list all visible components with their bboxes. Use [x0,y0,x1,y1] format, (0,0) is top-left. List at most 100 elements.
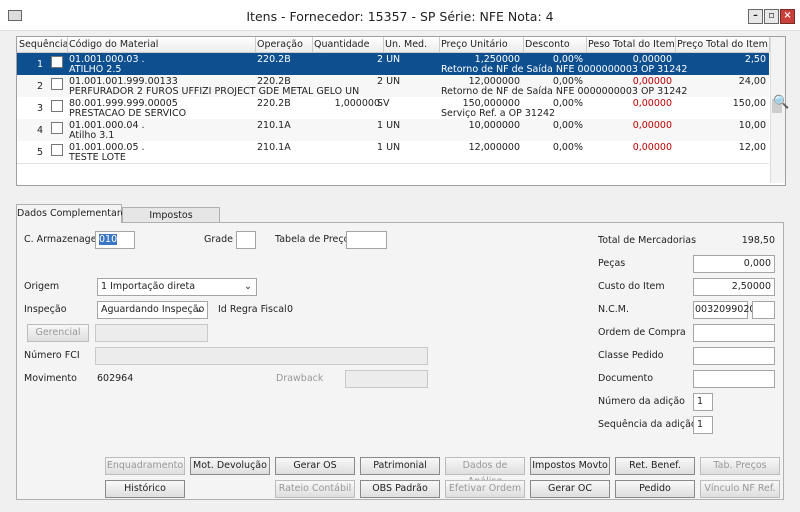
action-button: Enquadramento [105,457,185,475]
discount: 0,00% [552,142,583,153]
field-label: Ordem de Compra [598,327,686,338]
ncm-input[interactable]: 0032099020 [693,301,755,319]
material-code: 01.001.000.04 . [69,120,145,131]
field-label: Peças [598,258,626,269]
origin-select[interactable]: 1 Importação direta ⌄ [97,278,257,296]
field-label: Número da adição [598,396,685,407]
document-input[interactable] [693,370,775,388]
grade-input[interactable] [236,231,256,249]
weight: 0,00000 [632,76,672,87]
material-code: 01.001.000.05 . [69,142,145,153]
column-header[interactable]: Sequência [19,39,69,50]
purchase-order-input[interactable] [693,324,775,342]
field-label: Custo do Item [598,281,665,292]
row-checkbox[interactable] [51,78,63,90]
items-grid: Sequência Código do Material Operação Quant… [16,36,786,186]
drawback-input [345,370,428,388]
discount: 0,00% [552,54,583,65]
field-value: 0 [287,304,294,315]
column-header[interactable]: Un. Med. [385,39,428,50]
column-header[interactable]: Código do Material [69,39,159,50]
action-button[interactable]: Mot. Devolução [190,457,270,475]
action-button[interactable]: Gerar OS [275,457,355,475]
action-button: Efetivar Ordem [445,480,525,498]
row-checkbox[interactable] [51,56,63,68]
row-note: Retorno de NF de Saída NFE 0000000003 OP… [441,64,688,75]
action-button[interactable]: Gerar OC [530,480,610,498]
row-checkbox[interactable] [51,100,63,112]
total: 10,00 [738,120,766,131]
action-button: Tab. Preços [700,457,780,475]
tab[interactable]: Dados Complementares [16,204,131,223]
close-button[interactable]: × [780,9,795,24]
grid-header [17,37,769,53]
row-checkbox[interactable] [51,122,63,134]
column-header[interactable]: Preço Unitário [441,39,508,50]
ncm-extra-input[interactable] [752,301,775,319]
action-button[interactable]: OBS Padrão [360,480,440,498]
column-header[interactable]: Quantidade [314,39,370,50]
field-label: Id Regra Fiscal [218,304,287,315]
action-button[interactable]: Ret. Benef. [615,457,695,475]
field-value: 198,50 [741,235,775,246]
column-divider [312,37,313,52]
action-button[interactable]: Patrimonial [360,457,440,475]
storage-input[interactable]: 010 [95,231,135,249]
total: 24,00 [738,76,766,87]
column-header[interactable]: Peso Total do Item [588,39,675,50]
item-cost-input[interactable]: 2,50000 [693,278,775,296]
addition-number-input[interactable]: 1 [693,393,713,411]
operation: 220.2B [257,76,291,87]
price-table-input[interactable] [346,231,387,249]
weight: 0,00000 [632,142,672,153]
maximize-button[interactable]: ▫ [764,9,779,24]
column-divider [675,37,676,52]
column-divider [67,37,68,52]
unit: 2 UN [377,76,401,87]
field-label: Origem [24,281,60,292]
material-code: 80.001.999.999.00005 [69,98,178,109]
addition-sequence-input[interactable]: 1 [693,416,713,434]
field-label: Grade [204,234,233,245]
column-header[interactable]: Desconto [525,39,570,50]
row-number: 5 [37,147,44,158]
unit-price: 12,000000 [468,142,520,153]
discount: 0,00% [552,98,583,109]
field-value: 602964 [97,373,134,384]
unit: SV [377,98,390,109]
field-label: Número FCI [24,350,80,361]
row-number: 1 [37,59,44,70]
material-code: 01.001.001.999.00133 [69,76,178,87]
column-header[interactable]: Operação [257,39,303,50]
material-description: PERFURADOR 2 FUROS UFFIZI PROJECT GDE ME… [69,86,360,97]
title-bar [0,0,800,31]
pieces-input[interactable]: 0,000 [693,255,775,273]
operation: 210.1A [257,120,291,131]
unit: 1 UN [377,142,401,153]
tab[interactable]: Impostos [122,207,220,222]
order-class-input[interactable] [693,347,775,365]
search-icon[interactable]: 🔍 [773,95,790,110]
row-note: Serviço Ref. a OP 31242 [441,108,556,119]
column-header[interactable]: Preço Total do Item [677,39,768,50]
field-value: 010 [99,234,118,245]
unit-price: 1,250000 [474,54,520,65]
column-divider [523,37,524,52]
inspection-select[interactable]: Aguardando Inspeção ⌄ [97,301,208,319]
weight: 0,00000 [632,54,672,65]
field-label: C. Armazenagem [24,234,106,245]
field-label: Drawback [276,373,324,384]
discount: 0,00% [552,120,583,131]
row[interactable] [17,141,769,164]
weight: 0,00000 [632,120,672,131]
action-button[interactable]: Impostos Movto [530,457,610,475]
scroll-thumb [772,99,782,113]
field-value: 1 Importação direta [101,281,196,292]
minimize-button[interactable]: – [748,9,763,24]
material-description: PRESTACAO DE SERVICO [69,108,187,119]
action-button[interactable]: Histórico [105,480,185,498]
total: 150,00 [732,98,766,109]
row-checkbox[interactable] [51,144,63,156]
action-button[interactable]: Pedido [615,480,695,498]
operation: 210.1A [257,142,291,153]
